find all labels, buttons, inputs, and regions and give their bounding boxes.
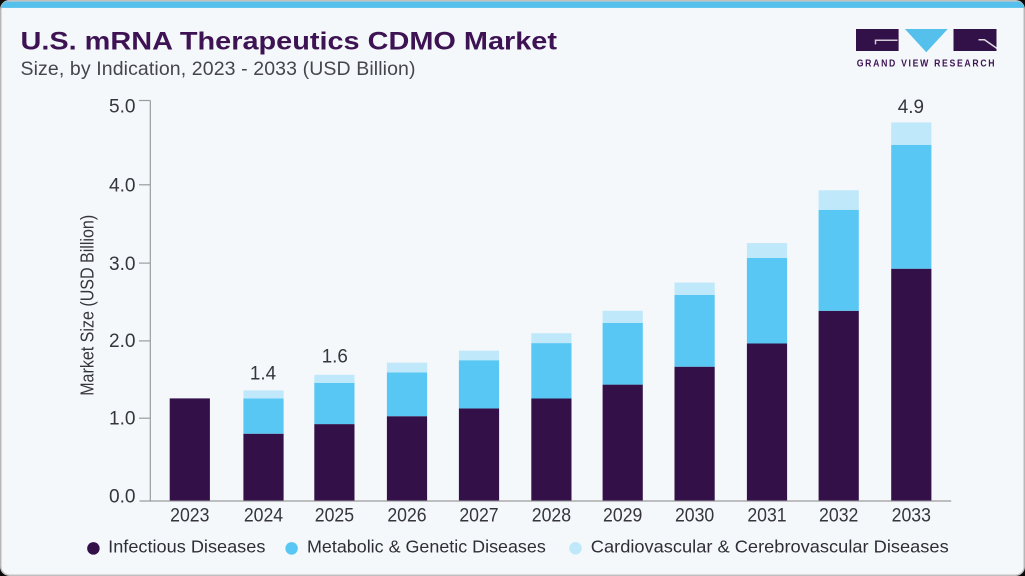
svg-text:GRAND VIEW RESEARCH: GRAND VIEW RESEARCH [857,59,997,70]
svg-text:1.4: 1.4 [250,362,276,384]
svg-text:2024: 2024 [244,505,283,527]
svg-text:Metabolic & Genetic Diseases: Metabolic & Genetic Diseases [307,536,546,556]
svg-text:2023: 2023 [170,505,209,527]
svg-text:Size, by Indication, 2023 - 20: Size, by Indication, 2023 - 2033 (USD Bi… [21,58,416,80]
svg-text:2032: 2032 [819,505,858,527]
svg-text:Market Size (USD Billion): Market Size (USD Billion) [76,215,97,396]
svg-text:2027: 2027 [459,505,498,527]
svg-text:1.6: 1.6 [322,346,348,368]
svg-text:2030: 2030 [675,505,714,527]
svg-text:4.9: 4.9 [898,96,924,118]
svg-text:5.0: 5.0 [109,96,136,118]
svg-text:4.0: 4.0 [109,174,136,196]
svg-text:2031: 2031 [747,505,786,527]
svg-text:U.S. mRNA Therapeutics CDMO Ma: U.S. mRNA Therapeutics CDMO Market [21,27,558,55]
svg-text:1.0: 1.0 [109,408,136,430]
svg-text:2029: 2029 [603,505,642,527]
svg-text:2.0: 2.0 [109,330,136,352]
svg-text:Infectious Diseases: Infectious Diseases [108,536,265,556]
svg-text:2028: 2028 [532,505,571,527]
svg-text:Cardiovascular & Cerebrovascul: Cardiovascular & Cerebrovascular Disease… [591,536,949,556]
svg-text:2026: 2026 [387,505,426,527]
svg-text:2033: 2033 [892,505,931,527]
svg-text:2025: 2025 [315,505,354,527]
svg-text:3.0: 3.0 [109,253,136,275]
svg-text:0.0: 0.0 [109,485,136,507]
